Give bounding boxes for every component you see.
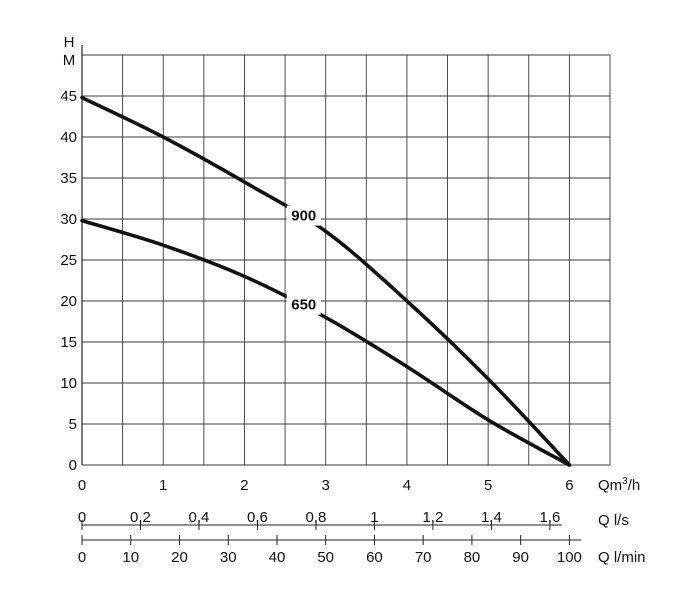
- labels: 900 650: [286, 205, 321, 315]
- x-axis-unit-lmin: Q l/min: [598, 549, 646, 566]
- x-tick-label-m3h: 4: [403, 477, 411, 494]
- x-tick-label-lmin: 20: [171, 549, 188, 566]
- x-tick-label-m3h: 1: [159, 477, 167, 494]
- x-tick-label-lmin: 90: [512, 549, 529, 566]
- x-tick-label-ls: 1,2: [422, 509, 443, 526]
- x-tick-label-m3h: 2: [240, 477, 248, 494]
- x-axis-unit-ls: Q l/s: [598, 512, 629, 529]
- y-tick-label: 15: [60, 334, 77, 351]
- curve-label-bg: [286, 294, 321, 315]
- grid: [81, 54, 611, 466]
- x-tick-label-lmin: 100: [557, 549, 582, 566]
- curves: [80, 95, 572, 467]
- curve-label-900: 900: [291, 208, 316, 225]
- x-tick-label-lmin: 0: [78, 549, 86, 566]
- x-tick-label-ls: 1,4: [481, 509, 502, 526]
- curve-label-bg: [286, 205, 321, 226]
- x-tick-label-lmin: 50: [317, 549, 334, 566]
- x-tick-label-lmin: 40: [269, 549, 286, 566]
- x-tick-label-lmin: 70: [415, 549, 432, 566]
- y-tick-label: 40: [60, 129, 77, 146]
- x-tick-label-m3h: 5: [484, 477, 492, 494]
- x-tick-label-m3h: 6: [565, 477, 573, 494]
- y-tick-label: 30: [60, 211, 77, 228]
- x-tick-label-ls: 0,8: [306, 509, 327, 526]
- x-tick-label-m3h: 0: [78, 477, 86, 494]
- y-tick-label: 45: [60, 88, 77, 105]
- x-tick-label-lmin: 60: [366, 549, 383, 566]
- curve-900: [80, 95, 572, 467]
- y-tick-label: 35: [60, 170, 77, 187]
- x-tick-label-lmin: 10: [122, 549, 139, 566]
- x-axis-unit-m3h: Qm3/h: [598, 476, 640, 494]
- x-tick-label-m3h: 3: [322, 477, 330, 494]
- y-axis-label-h: H: [64, 34, 75, 51]
- x-tick-label-ls: 0,4: [189, 509, 210, 526]
- y-tick-label: 0: [69, 457, 77, 474]
- x-tick-label-lmin: 80: [464, 549, 481, 566]
- x-tick-label-ls: 1: [370, 509, 378, 526]
- x-tick-label-ls: 0,6: [247, 509, 268, 526]
- x-tick-label-ls: 0,2: [130, 509, 151, 526]
- y-tick-label: 5: [69, 416, 77, 433]
- y-tick-label: 20: [60, 293, 77, 310]
- x-tick-label-lmin: 30: [220, 549, 237, 566]
- curve-650: [80, 218, 572, 467]
- x-tick-label-ls: 0: [78, 509, 86, 526]
- y-tick-label: 10: [60, 375, 77, 392]
- curve-label-650: 650: [291, 297, 316, 314]
- x-tick-label-ls: 1,6: [539, 509, 560, 526]
- y-tick-label: 25: [60, 252, 77, 269]
- y-axis-label-m: M: [63, 52, 76, 69]
